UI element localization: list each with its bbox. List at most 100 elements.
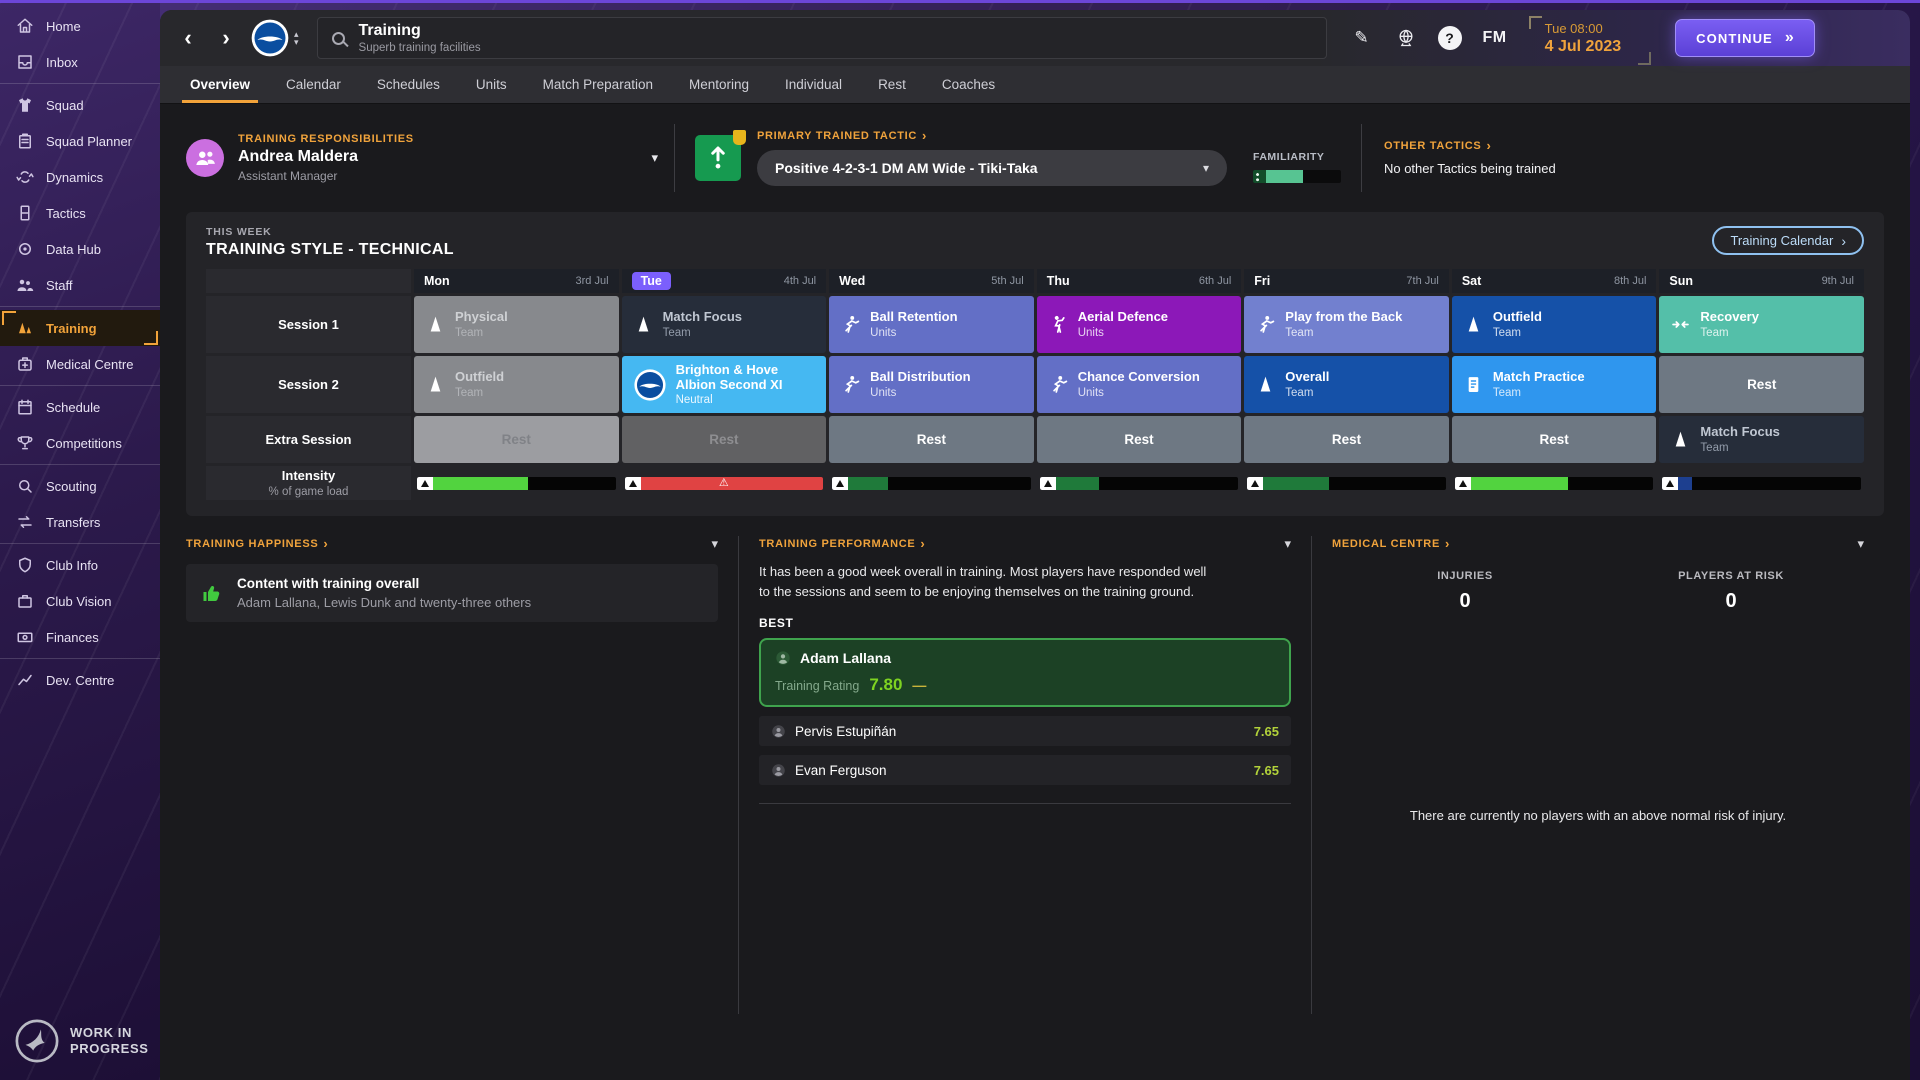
- medical-bag-icon: [18, 357, 32, 371]
- sidebar-item-club-info[interactable]: Club Info: [0, 547, 160, 583]
- tab-calendar[interactable]: Calendar: [286, 77, 341, 92]
- rest-cell[interactable]: Rest: [1451, 416, 1657, 463]
- sidebar-item-schedule[interactable]: Schedule: [0, 389, 160, 425]
- match-cell[interactable]: Brighton & Hove Albion Second XI Neutral: [621, 356, 827, 413]
- fm-logo[interactable]: FM: [1482, 29, 1507, 46]
- warning-icon: ⚠: [718, 476, 729, 489]
- continue-button[interactable]: CONTINUE »: [1675, 19, 1815, 57]
- player-rating-row[interactable]: Pervis Estupiñán 7.65: [759, 716, 1291, 746]
- responsibilities-section-header: TRAINING RESPONSIBILITIES: [238, 133, 414, 145]
- rest-cell[interactable]: Rest: [414, 416, 619, 463]
- sidebar-item-training[interactable]: Training: [0, 310, 160, 346]
- sidebar-item-data-hub[interactable]: Data Hub: [0, 231, 160, 267]
- search-bar[interactable]: Training Superb training facilities: [316, 17, 1327, 59]
- people-icon: [196, 151, 215, 166]
- chevron-down-icon[interactable]: ▾: [711, 536, 718, 551]
- players-at-risk-stat: PLAYERS AT RISK 0: [1598, 570, 1864, 613]
- intensity-fill: [848, 476, 888, 490]
- primary-trained-tactic-block: PRIMARY TRAINED TACTIC › Positive 4-2-3-1…: [675, 128, 1361, 186]
- familiarity-block: FAMILIARITY: [1253, 151, 1341, 186]
- best-player-card[interactable]: Adam Lallana Training Rating 7.80 —: [759, 638, 1291, 707]
- help-button[interactable]: ?: [1433, 21, 1467, 55]
- tab-individual[interactable]: Individual: [785, 77, 843, 92]
- sidebar-item-medical-centre[interactable]: Medical Centre: [0, 346, 160, 382]
- sidebar-item-dev-centre[interactable]: Dev. Centre: [0, 662, 160, 698]
- injuries-label: INJURIES: [1437, 570, 1493, 582]
- back-button[interactable]: ‹: [184, 25, 192, 50]
- sidebar-item-inbox[interactable]: Inbox: [0, 44, 160, 80]
- sidebar-item-squad-planner[interactable]: Squad Planner: [0, 123, 160, 159]
- rest-cell[interactable]: Rest: [1659, 356, 1864, 413]
- session-cell[interactable]: Ball Distribution Units: [829, 356, 1034, 413]
- edit-pencil-button[interactable]: ✎: [1354, 28, 1369, 47]
- player-name: Evan Ferguson: [795, 762, 887, 778]
- row-label-session2: Session 2: [206, 356, 411, 413]
- tab-units[interactable]: Units: [475, 77, 507, 92]
- happiness-item[interactable]: Content with training overall Adam Lalla…: [186, 564, 718, 622]
- cone-icon: [430, 376, 441, 392]
- primary-tactic-section-header[interactable]: PRIMARY TRAINED TACTIC ›: [757, 128, 928, 143]
- banknote-icon: [17, 632, 33, 643]
- rest-cell[interactable]: Rest: [1244, 416, 1449, 463]
- primary-tactic-dropdown[interactable]: Positive 4-2-3-1 DM AM Wide - Tiki-Taka …: [757, 150, 1227, 186]
- session-cell[interactable]: Chance Conversion Units: [1036, 356, 1242, 413]
- tab-match-preparation[interactable]: Match Preparation: [542, 77, 653, 92]
- sidebar-item-scouting[interactable]: Scouting: [0, 468, 160, 504]
- session-cell[interactable]: Outfield Team: [1451, 296, 1657, 353]
- day-header-tue-today[interactable]: Tue 4th Jul: [621, 269, 827, 293]
- player-rating-row[interactable]: Evan Ferguson 7.65: [759, 755, 1291, 785]
- session-cell[interactable]: Ball Retention Units: [829, 296, 1034, 353]
- medical-centre-header[interactable]: MEDICAL CENTRE ›: [1332, 536, 1451, 551]
- sidebar-item-home[interactable]: Home: [0, 8, 160, 44]
- sidebar-item-staff[interactable]: Staff: [0, 267, 160, 303]
- sidebar-item-club-vision[interactable]: Club Vision: [0, 583, 160, 619]
- training-performance-header[interactable]: TRAINING PERFORMANCE ›: [759, 536, 926, 551]
- forward-button[interactable]: ›: [222, 25, 230, 50]
- tab-schedules[interactable]: Schedules: [376, 77, 440, 92]
- day-header-fri[interactable]: Fri 7th Jul: [1244, 269, 1449, 293]
- day-header-mon[interactable]: Mon 3rd Jul: [414, 269, 619, 293]
- game-date: Tue 08:00 4 Jul 2023: [1528, 15, 1651, 65]
- world-button[interactable]: [1389, 21, 1423, 55]
- training-responsibilities-selector[interactable]: TRAINING RESPONSIBILITIES Andrea Maldera…: [186, 133, 674, 183]
- day-header-wed[interactable]: Wed 5th Jul: [829, 269, 1034, 293]
- sidebar-item-dynamics[interactable]: Dynamics: [0, 159, 160, 195]
- tab-rest[interactable]: Rest: [878, 77, 906, 92]
- session-cell[interactable]: Recovery Team: [1659, 296, 1864, 353]
- rest-cell[interactable]: Rest: [621, 416, 827, 463]
- sidebar-item-finances[interactable]: Finances: [0, 619, 160, 655]
- sidebar-item-squad[interactable]: Squad: [0, 87, 160, 123]
- inbox-icon: [18, 55, 32, 69]
- day-header-sun[interactable]: Sun 9th Jul: [1659, 269, 1864, 293]
- session-cell[interactable]: Physical Team: [414, 296, 619, 353]
- session-cell[interactable]: Outfield Team: [414, 356, 619, 413]
- day-header-sat[interactable]: Sat 8th Jul: [1451, 269, 1657, 293]
- rest-cell[interactable]: Rest: [829, 416, 1034, 463]
- chevron-down-icon: ▾: [651, 150, 659, 165]
- intensity-bar-thu: [1037, 466, 1242, 500]
- session-cell[interactable]: Match Focus Team: [1659, 416, 1864, 463]
- session-cell[interactable]: Match Practice Team: [1451, 356, 1657, 413]
- training-calendar-button[interactable]: Training Calendar ›: [1712, 226, 1864, 255]
- club-selector[interactable]: ▴ ▾: [250, 18, 299, 58]
- session-cell[interactable]: Aerial Defence Units: [1036, 296, 1242, 353]
- chevron-down-icon[interactable]: ▾: [1857, 536, 1864, 551]
- other-tactics-section-header[interactable]: OTHER TACTICS ›: [1383, 138, 1492, 153]
- cone-icon: [1039, 476, 1056, 490]
- top-bar: ‹ › ▴ ▾ Training Superb training faciliti…: [160, 10, 1910, 66]
- cone-icon: [1468, 316, 1479, 332]
- day-header-thu[interactable]: Thu 6th Jul: [1036, 269, 1242, 293]
- sidebar-item-transfers[interactable]: Transfers: [0, 504, 160, 540]
- tab-overview[interactable]: Overview: [172, 66, 268, 103]
- sidebar-item-tactics[interactable]: Tactics: [0, 195, 160, 231]
- intensity-fill: [1055, 476, 1100, 490]
- training-happiness-header[interactable]: TRAINING HAPPINESS ›: [186, 536, 329, 551]
- tab-mentoring[interactable]: Mentoring: [688, 77, 750, 92]
- session-cell[interactable]: Play from the Back Team: [1244, 296, 1449, 353]
- tab-coaches[interactable]: Coaches: [941, 77, 996, 92]
- session-cell[interactable]: Overall Team: [1244, 356, 1449, 413]
- sidebar-item-competitions[interactable]: Competitions: [0, 425, 160, 461]
- rest-cell[interactable]: Rest: [1036, 416, 1242, 463]
- chevron-down-icon[interactable]: ▾: [1284, 536, 1291, 551]
- session-cell[interactable]: Match Focus Team: [621, 296, 827, 353]
